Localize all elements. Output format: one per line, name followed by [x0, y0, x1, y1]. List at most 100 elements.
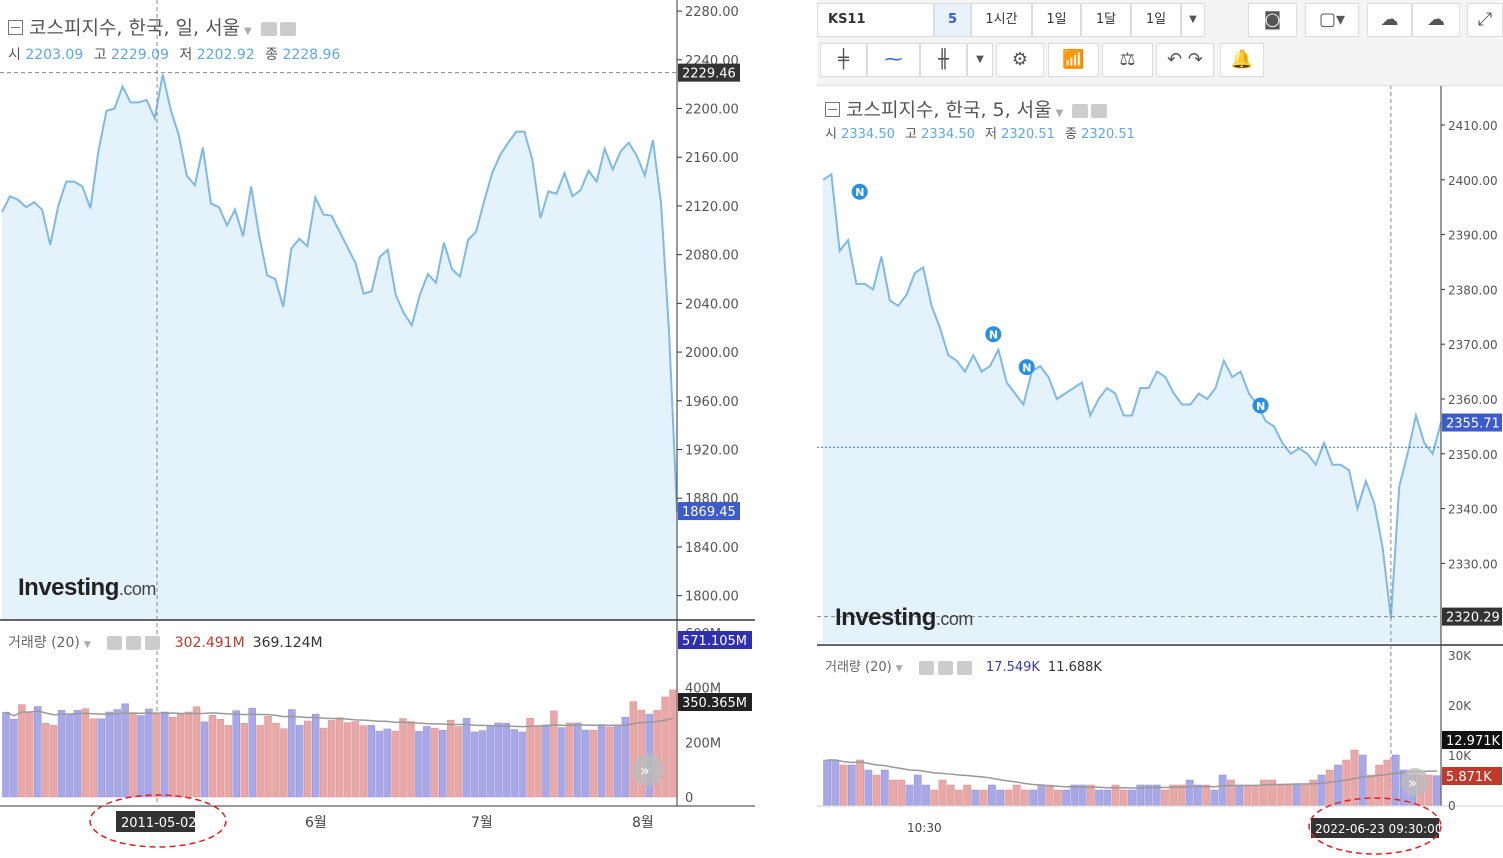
volume-bar — [161, 711, 169, 798]
interval-1h-button[interactable]: 1시간 — [971, 3, 1032, 37]
compare-icon[interactable]: ⚖ — [1102, 43, 1153, 77]
candlestick-icon[interactable]: ╪ — [820, 43, 867, 77]
close-icon[interactable] — [956, 660, 972, 675]
price-tick-label: 2080.00 — [685, 249, 739, 264]
gear-icon[interactable] — [279, 21, 296, 36]
eye-icon[interactable] — [918, 660, 934, 675]
kospi-5min-chart: 2410.00 2400.00 2390.00 2380.00 2370.00 2360.… — [817, 0, 1503, 858]
price-line — [1, 74, 678, 512]
volume-bar — [518, 731, 526, 798]
crosshair-price-label-bg — [1442, 607, 1502, 626]
cloud-download-icon[interactable]: ☁ — [1367, 3, 1412, 37]
open-label: 시 — [825, 127, 837, 142]
chart-title: 코스피지수, 한국, 일, 서울 ▼ — [8, 13, 296, 40]
volume-bar — [359, 725, 368, 798]
eye-icon[interactable] — [1072, 103, 1089, 118]
interval-5min-button[interactable]: 5 — [934, 3, 971, 37]
close-icon[interactable] — [145, 636, 161, 650]
volume-bar — [470, 731, 479, 798]
cloud-upload-icon[interactable]: ☁ — [1412, 3, 1460, 37]
volume-value: 17.549K — [985, 660, 1040, 675]
volume-bar — [1210, 789, 1219, 806]
volume-bar — [1259, 779, 1268, 806]
collapse-icon[interactable] — [8, 20, 23, 35]
volume-bar — [311, 713, 320, 798]
chevron-down-icon[interactable]: ▼ — [967, 43, 993, 77]
volume-bar — [1119, 789, 1128, 806]
volume-bar — [971, 789, 980, 806]
color-picker-icon[interactable]: ▢▾ — [1305, 3, 1359, 37]
volume-bar — [897, 779, 906, 806]
eye-icon[interactable] — [107, 636, 123, 650]
volume-bar — [216, 719, 225, 798]
volume-bar — [963, 784, 972, 806]
chevron-down-icon[interactable]: ▼ — [1181, 3, 1205, 37]
gear-icon[interactable]: ⚙ — [996, 43, 1044, 77]
kospi-daily-plot: 2280.002240.002200.002160.002120.002080.… — [0, 0, 755, 848]
volume-ma-label-bg — [1442, 731, 1502, 749]
volume-bar — [938, 779, 947, 806]
chevron-down-icon[interactable]: ▼ — [83, 640, 91, 650]
scroll-right-button — [632, 754, 664, 786]
news-marker-icon — [985, 326, 1002, 343]
interval-1d-button[interactable]: 1일 — [1032, 3, 1081, 37]
volume-bar — [1383, 759, 1392, 806]
indicator-icon[interactable]: ╫ — [920, 43, 967, 77]
volume-bar — [1334, 764, 1342, 806]
undo-redo-icon[interactable]: ↶ ↷ — [1156, 43, 1214, 77]
studies-icon[interactable]: 📶 — [1048, 43, 1099, 77]
volume-bar — [839, 764, 848, 806]
price-tick-label: 2040.00 — [685, 297, 739, 312]
range-1d-button[interactable]: 1일 — [1131, 3, 1181, 37]
kospi-daily-chart: 2280.00 2240.00 2200.00 2160.00 2120.00 2080.… — [0, 0, 755, 848]
volume-tick-label: 400M — [685, 682, 721, 697]
volume-bar — [558, 727, 566, 798]
volume-last-label: 571.105M — [682, 634, 747, 649]
alert-icon[interactable]: 🔔 — [1220, 43, 1264, 77]
chart-title-text: 코스피지수, 한국, 5, 서울 — [846, 99, 1052, 121]
volume-bar — [566, 722, 574, 798]
volume-bar — [232, 710, 240, 798]
chevron-down-icon[interactable]: ▼ — [895, 664, 903, 674]
volume-bar — [240, 722, 248, 798]
crosshair-date-bg — [116, 811, 195, 832]
volume-bar — [494, 722, 503, 798]
volume-bar — [375, 730, 383, 798]
eye-icon[interactable] — [260, 21, 277, 36]
volume-bar — [256, 725, 264, 798]
volume-bar — [847, 764, 856, 806]
chevron-down-icon[interactable]: ▼ — [1055, 108, 1064, 119]
volume-bar — [1169, 784, 1178, 806]
price-tick-label: 1960.00 — [685, 395, 739, 410]
volume-bar — [1284, 784, 1293, 806]
volume-bar — [889, 779, 897, 806]
volume-bar — [930, 789, 939, 806]
area-chart-icon[interactable]: ⁓ — [867, 43, 920, 77]
fullscreen-icon[interactable]: ⤢ — [1467, 3, 1503, 37]
volume-bar — [946, 784, 955, 806]
volume-bar — [446, 719, 455, 798]
scroll-right-button — [1401, 768, 1429, 796]
gear-icon[interactable] — [1091, 103, 1108, 118]
chevron-down-icon[interactable]: ▼ — [244, 26, 252, 37]
ohlc-readout: 시 2334.50 고 2334.50 저 2320.51 종 2320.51 — [825, 123, 1141, 142]
collapse-icon[interactable] — [825, 102, 840, 117]
camera-icon[interactable]: ◙ — [1248, 3, 1297, 37]
volume-bar — [534, 725, 542, 798]
volume-bar — [272, 722, 280, 798]
volume-bar — [367, 725, 375, 798]
volume-label: 거래량 (20) — [825, 660, 892, 675]
volume-bar — [105, 711, 113, 798]
high-label: 고 — [905, 127, 917, 142]
volume-bar — [913, 774, 922, 806]
gear-icon[interactable] — [126, 636, 142, 650]
chart-title: 코스피지수, 한국, 5, 서울 ▼ — [825, 95, 1108, 122]
gear-icon[interactable] — [937, 660, 953, 675]
price-tick-label: 2410.00 — [1448, 119, 1498, 133]
news-marker-label: N — [855, 186, 864, 199]
volume-ma-label: 350.365M — [682, 696, 747, 711]
interval-1mo-button[interactable]: 1달 — [1081, 3, 1131, 37]
volume-tick-label: 0 — [685, 791, 693, 806]
volume-bar — [653, 710, 661, 798]
symbol-input[interactable]: KS11 — [817, 3, 934, 37]
